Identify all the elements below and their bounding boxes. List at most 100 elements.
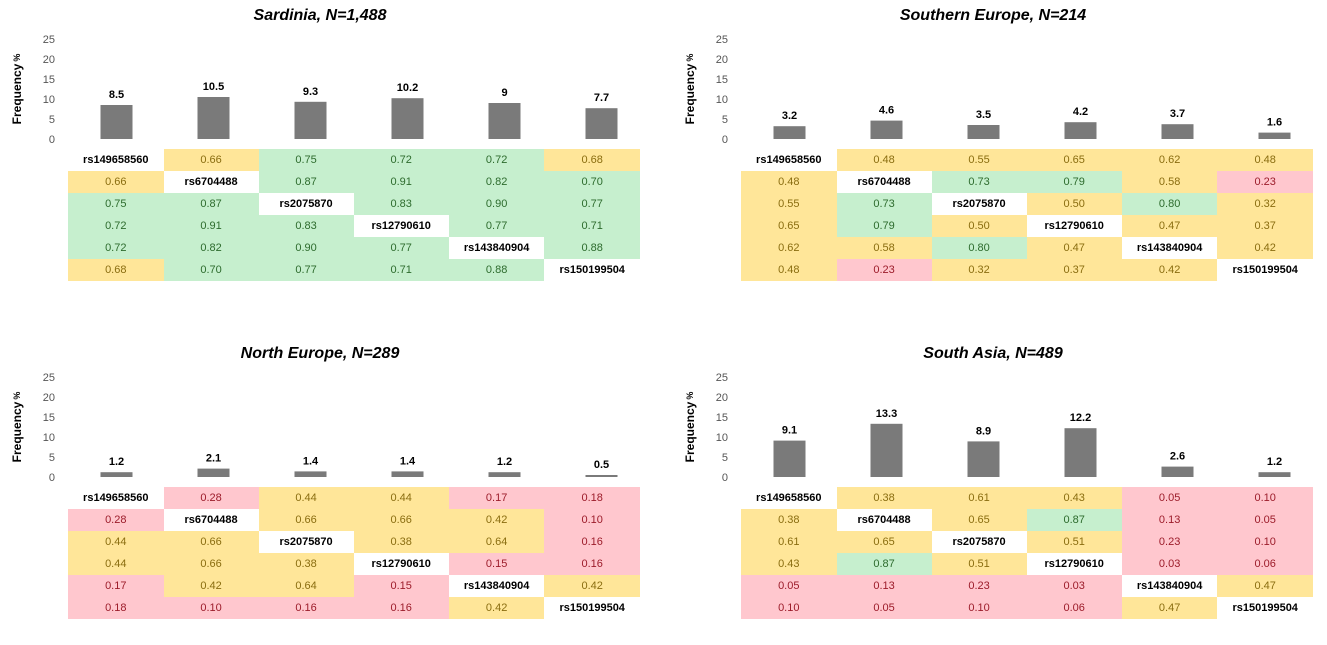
matrix-cell: 0.55 bbox=[741, 193, 837, 215]
y-tick-label: 0 bbox=[49, 134, 55, 146]
y-tick-label: 25 bbox=[43, 34, 55, 46]
y-tick-label: 0 bbox=[722, 472, 728, 484]
y-tick-label: 25 bbox=[716, 372, 728, 384]
matrix-cell: 0.03 bbox=[1026, 575, 1122, 597]
snp-label: rs150199504 bbox=[544, 597, 640, 619]
matrix-cell: 0.18 bbox=[544, 487, 640, 509]
matrix-cell: 0.32 bbox=[1217, 193, 1313, 215]
matrix-cell: 0.17 bbox=[68, 575, 164, 597]
matrix-cell: 0.80 bbox=[931, 237, 1027, 259]
snp-label: rs143840904 bbox=[448, 575, 545, 597]
snp-label: rs149658560 bbox=[68, 149, 164, 171]
y-tick-label: 15 bbox=[43, 74, 55, 86]
matrix-cell: 0.28 bbox=[68, 509, 164, 531]
matrix-row: 0.62 0.58 0.80 0.47 rs143840904 0.42 bbox=[741, 237, 1313, 259]
bar bbox=[391, 98, 424, 139]
matrix-cell: 0.16 bbox=[258, 597, 354, 619]
bar bbox=[294, 471, 327, 477]
matrix-cell: 0.23 bbox=[836, 259, 932, 281]
matrix-cell: 0.72 bbox=[68, 215, 164, 237]
snp-label: rs149658560 bbox=[741, 487, 837, 509]
matrix-cell: 0.42 bbox=[448, 509, 545, 531]
snp-label: rs150199504 bbox=[544, 259, 640, 281]
snp-label: rs6704488 bbox=[836, 171, 932, 193]
y-tick-label: 20 bbox=[716, 54, 728, 66]
matrix-cell: 0.16 bbox=[544, 553, 640, 575]
panel-title: North Europe, N=289 bbox=[240, 345, 400, 362]
matrix-cell: 0.10 bbox=[741, 597, 837, 619]
matrix-cell: 0.44 bbox=[68, 553, 164, 575]
matrix-cell: 0.18 bbox=[68, 597, 164, 619]
matrix-cell: 0.65 bbox=[741, 215, 837, 237]
bar-value-label: 13.3 bbox=[876, 408, 897, 420]
matrix-cell: 0.05 bbox=[1121, 487, 1218, 509]
snp-label: rs2075870 bbox=[258, 531, 354, 553]
y-tick-label: 20 bbox=[716, 392, 728, 404]
matrix-cell: 0.05 bbox=[741, 575, 837, 597]
bar-value-label: 0.5 bbox=[594, 459, 609, 471]
matrix-cell: 0.72 bbox=[68, 237, 164, 259]
matrix-cell: 0.42 bbox=[448, 597, 545, 619]
matrix-cell: 0.55 bbox=[931, 149, 1027, 171]
bar-value-label: 8.9 bbox=[976, 425, 991, 437]
correlation-matrix: rs149658560 0.38 0.61 0.43 0.05 0.10 0.38 rs670… bbox=[741, 487, 1313, 619]
matrix-row: rs149658560 0.28 0.44 0.44 0.17 0.18 bbox=[68, 487, 640, 509]
matrix-cell: 0.23 bbox=[931, 575, 1027, 597]
bar-value-label: 2.6 bbox=[1170, 451, 1185, 463]
matrix-cell: 0.71 bbox=[544, 215, 640, 237]
matrix-cell: 0.42 bbox=[544, 575, 640, 597]
snp-label: rs6704488 bbox=[163, 509, 259, 531]
y-tick-label: 10 bbox=[716, 432, 728, 444]
matrix-cell: 0.48 bbox=[1217, 149, 1313, 171]
snp-label: rs150199504 bbox=[1217, 597, 1313, 619]
matrix-cell: 0.44 bbox=[258, 487, 354, 509]
matrix-cell: 0.43 bbox=[741, 553, 837, 575]
bar-value-label: 1.6 bbox=[1267, 117, 1282, 129]
y-tick-label: 5 bbox=[49, 452, 55, 464]
panel-sardinia: Sardinia, N=1,488 0 5 10 15 20 25 Frequency% 8.… bbox=[0, 7, 640, 307]
snp-label: rs149658560 bbox=[741, 149, 837, 171]
matrix-row: 0.18 0.10 0.16 0.16 0.42 rs150199504 bbox=[68, 597, 640, 619]
panel-title: Southern Europe, N=214 bbox=[899, 7, 1087, 24]
matrix-cell: 0.47 bbox=[1121, 215, 1218, 237]
matrix-cell: 0.77 bbox=[353, 237, 449, 259]
bar-value-label: 1.4 bbox=[303, 455, 319, 467]
matrix-cell: 0.72 bbox=[448, 149, 545, 171]
matrix-cell: 0.47 bbox=[1026, 237, 1122, 259]
bar-value-label: 1.2 bbox=[497, 456, 512, 468]
matrix-row: rs149658560 0.48 0.55 0.65 0.62 0.48 bbox=[741, 149, 1313, 171]
matrix-cell: 0.82 bbox=[163, 237, 259, 259]
bar bbox=[488, 472, 521, 477]
matrix-cell: 0.64 bbox=[448, 531, 545, 553]
panel-title: South Asia, N=489 bbox=[923, 345, 1063, 362]
matrix-cell: 0.73 bbox=[836, 193, 932, 215]
matrix-row: 0.44 0.66 0.38 rs12790610 0.15 0.16 bbox=[68, 553, 640, 575]
bar bbox=[1064, 122, 1097, 139]
matrix-cell: 0.71 bbox=[353, 259, 449, 281]
y-axis-label: Frequency% bbox=[10, 54, 24, 125]
matrix-cell: 0.05 bbox=[836, 597, 932, 619]
correlation-matrix: rs149658560 0.48 0.55 0.65 0.62 0.48 0.48 rs670… bbox=[741, 149, 1313, 281]
matrix-cell: 0.75 bbox=[68, 193, 164, 215]
matrix-cell: 0.66 bbox=[353, 509, 449, 531]
panel-north-europe: North Europe, N=289 0 5 10 15 20 25 Frequency%… bbox=[0, 345, 640, 645]
matrix-cell: 0.37 bbox=[1026, 259, 1122, 281]
snp-label: rs143840904 bbox=[1121, 575, 1218, 597]
matrix-cell: 0.44 bbox=[353, 487, 449, 509]
matrix-row: 0.44 0.66 rs2075870 0.38 0.64 0.16 bbox=[68, 531, 640, 553]
bar-value-label: 9.3 bbox=[303, 86, 318, 98]
snp-label: rs2075870 bbox=[931, 531, 1027, 553]
snp-label: rs149658560 bbox=[68, 487, 164, 509]
bar bbox=[967, 125, 1000, 139]
y-tick-label: 15 bbox=[716, 412, 728, 424]
matrix-cell: 0.72 bbox=[353, 149, 449, 171]
matrix-cell: 0.37 bbox=[1217, 215, 1313, 237]
matrix-cell: 0.66 bbox=[258, 509, 354, 531]
bar bbox=[100, 472, 133, 477]
matrix-cell: 0.64 bbox=[258, 575, 354, 597]
matrix-cell: 0.58 bbox=[1121, 171, 1218, 193]
matrix-cell: 0.48 bbox=[741, 171, 837, 193]
matrix-row: 0.48 0.23 0.32 0.37 0.42 rs150199504 bbox=[741, 259, 1313, 281]
matrix-cell: 0.66 bbox=[68, 171, 164, 193]
y-tick-label: 5 bbox=[49, 114, 55, 126]
